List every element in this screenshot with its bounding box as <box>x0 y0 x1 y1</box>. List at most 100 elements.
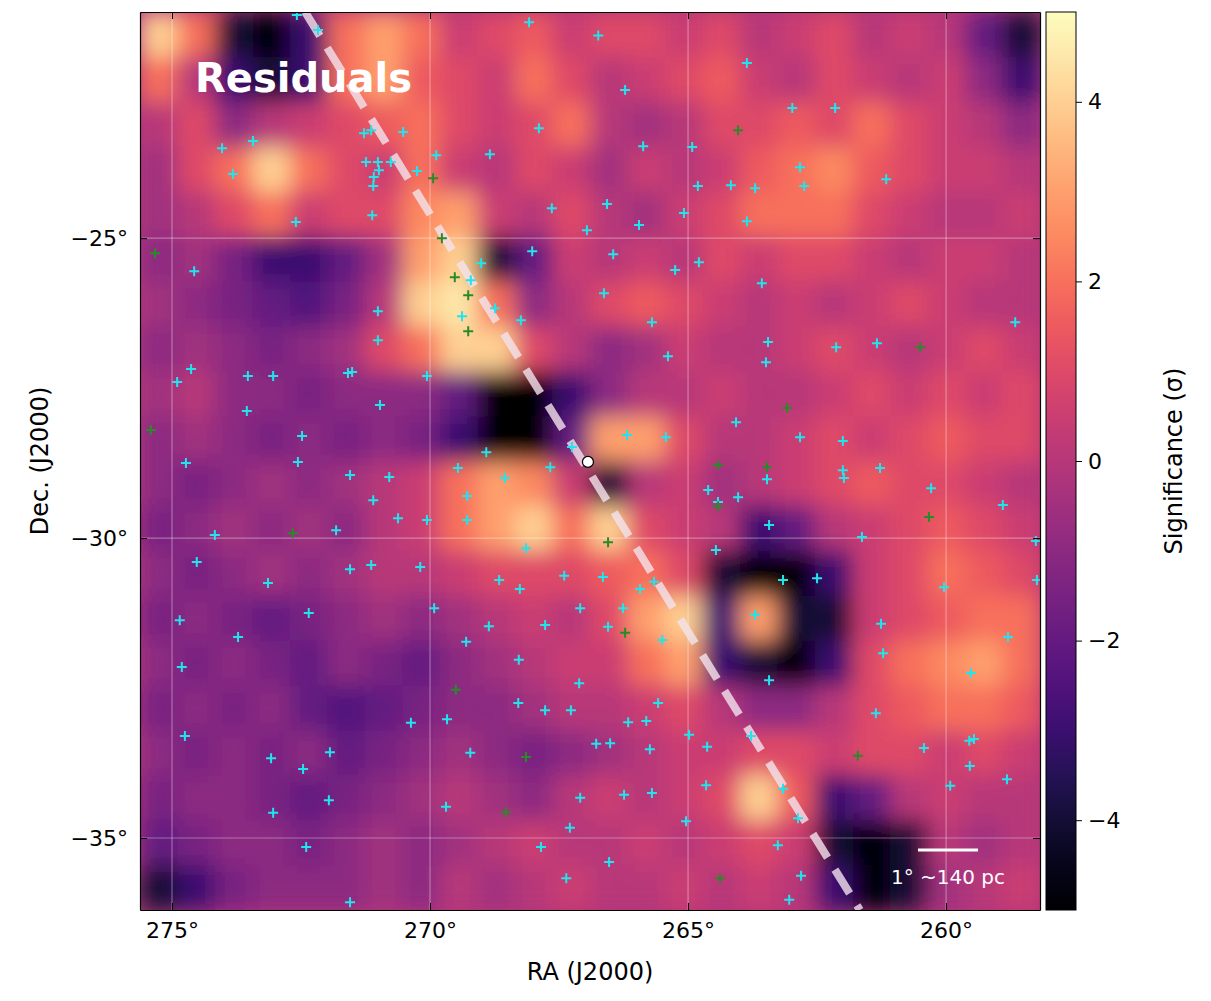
axis: −4−2024 <box>1076 13 1120 911</box>
plus-marker <box>301 842 311 852</box>
axis-line <box>141 910 1041 911</box>
plus-marker <box>485 149 495 159</box>
circle-marker <box>582 456 593 467</box>
grid-line <box>429 12 430 910</box>
heatmap-cell <box>703 461 742 506</box>
heatmap-cell <box>178 686 216 732</box>
heatmap-cell <box>703 192 742 237</box>
heatmap-cell <box>853 236 891 282</box>
heatmap-cell <box>815 236 854 282</box>
heatmap-cell <box>740 147 778 193</box>
heatmap-cell <box>440 641 479 687</box>
heatmap-cell <box>703 820 742 866</box>
heatmap-cell <box>215 416 254 462</box>
heatmap-cell <box>178 596 216 642</box>
plus-marker <box>605 738 615 748</box>
heatmap-cell <box>740 596 778 642</box>
heatmap-cell <box>290 416 328 462</box>
heatmap-cell <box>403 686 441 732</box>
plus-marker <box>703 485 713 495</box>
heatmap-cell <box>965 371 1003 417</box>
heatmap-cell <box>178 416 216 462</box>
heatmap-cell <box>590 775 629 821</box>
plus-marker <box>763 337 773 347</box>
tick-mark <box>1076 281 1082 282</box>
plus-marker <box>547 203 557 213</box>
plus-marker <box>463 290 473 300</box>
heatmap-cell <box>327 371 366 417</box>
plus-marker <box>634 220 644 230</box>
heatmap-cell <box>628 461 666 506</box>
grid-line <box>140 537 1040 538</box>
heatmap-cell <box>327 686 366 732</box>
heatmap-cell <box>178 461 216 506</box>
heatmap-cell <box>1002 236 1040 282</box>
plus-marker <box>181 458 191 468</box>
plus-marker <box>645 744 655 754</box>
plus-marker <box>582 225 592 235</box>
heatmap-cell <box>1002 57 1040 103</box>
heatmap-cell <box>440 57 479 103</box>
plus-marker <box>374 165 384 175</box>
heatmap-cell <box>777 641 816 687</box>
heatmap-cell <box>703 506 742 552</box>
heatmap-cell <box>1002 731 1040 776</box>
heatmap-cell <box>253 731 292 776</box>
plus-marker <box>386 157 396 167</box>
heatmap-cell <box>777 12 816 58</box>
tick-mark <box>688 903 689 910</box>
heatmap-cell <box>740 57 778 103</box>
heatmap-cell <box>178 147 216 193</box>
plus-marker <box>292 12 302 20</box>
plus-marker <box>881 174 891 184</box>
heatmap-cell <box>628 596 666 642</box>
heatmap-cell <box>253 551 292 597</box>
tick-mark <box>946 903 947 910</box>
heatmap-cell <box>253 281 292 327</box>
heatmap-cell <box>1002 865 1040 910</box>
plus-marker <box>757 278 767 288</box>
tick-label: 260° <box>920 918 973 943</box>
heatmap-cell <box>703 551 742 597</box>
heatmap-cell <box>665 147 704 193</box>
grid-line <box>171 12 172 910</box>
heatmap-cell <box>253 416 292 462</box>
heatmap-cell <box>703 596 742 642</box>
plus-marker <box>593 30 603 40</box>
heatmap-cell <box>777 506 816 552</box>
heatmap-cell <box>440 461 479 506</box>
heatmap-cell <box>327 102 366 148</box>
plus-marker <box>524 17 534 27</box>
heatmap-cell <box>965 686 1003 732</box>
heatmap-cell <box>365 281 404 327</box>
plus-marker <box>684 730 694 740</box>
heatmap-cell <box>178 236 216 282</box>
heatmap-cell <box>327 731 366 776</box>
plus-marker <box>521 752 531 762</box>
heatmap-cell <box>628 820 666 866</box>
heatmap-cell <box>703 775 742 821</box>
heatmap-cell <box>965 731 1003 776</box>
heatmap-cell <box>440 281 479 327</box>
heatmap-cell <box>890 775 929 821</box>
heatmap-cell <box>890 102 929 148</box>
heatmap-cell <box>365 147 404 193</box>
heatmap-cell <box>590 641 629 687</box>
plus-marker <box>534 123 544 133</box>
plus-marker <box>217 143 227 153</box>
heatmap-cell <box>365 416 404 462</box>
plus-marker <box>1003 632 1013 642</box>
heatmap-cell <box>178 865 216 910</box>
plus-marker <box>812 573 822 583</box>
heatmap-cell <box>740 775 778 821</box>
plus-marker <box>793 813 803 823</box>
heatmap-cell <box>178 775 216 821</box>
plus-marker <box>324 795 334 805</box>
heatmap-cell <box>890 192 929 237</box>
plus-marker <box>561 873 571 883</box>
heatmap-cell <box>552 641 591 687</box>
plus-marker <box>653 698 663 708</box>
heatmap-cell <box>478 416 517 462</box>
heatmap-cell <box>740 102 778 148</box>
plus-marker <box>1031 536 1040 546</box>
